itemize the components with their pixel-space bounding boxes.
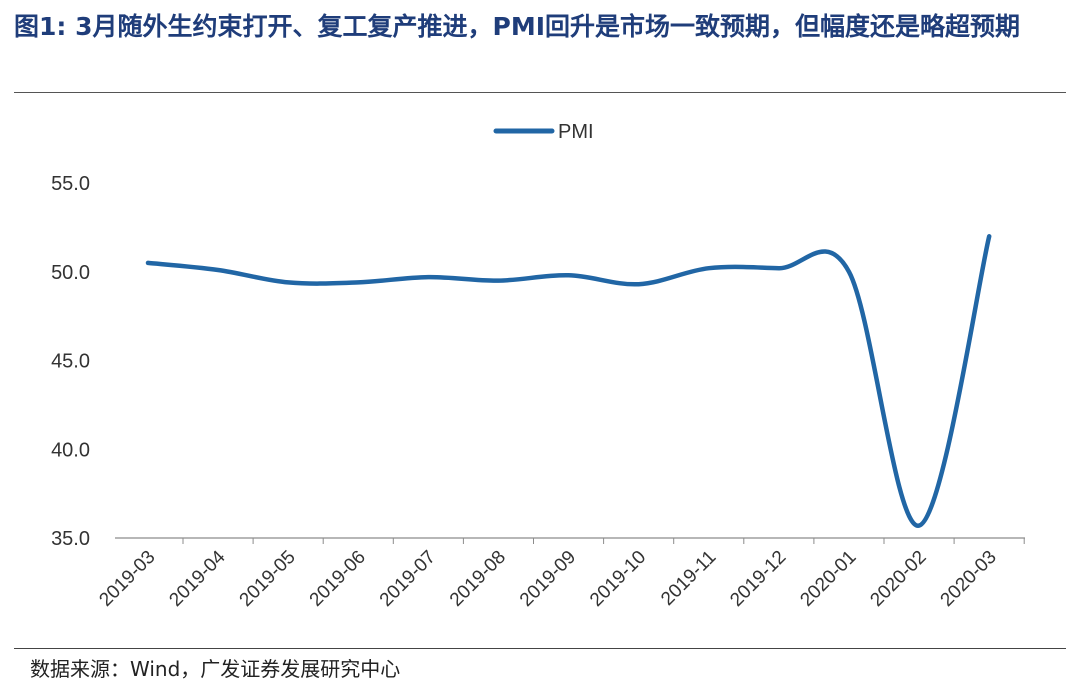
x-tick-label: 2019-09 — [516, 547, 580, 611]
x-tick-label: 2019-10 — [586, 547, 650, 611]
x-tick-label: 2020-03 — [937, 547, 1001, 611]
pmi-data-point — [426, 275, 431, 280]
x-tick-label: 2019-12 — [726, 547, 790, 611]
legend-label-pmi: PMI — [558, 121, 594, 143]
pmi-data-point — [496, 278, 501, 283]
x-tick-label: 2019-06 — [306, 547, 370, 611]
x-tick-label: 2019-07 — [376, 547, 440, 611]
source-divider — [14, 648, 1066, 649]
y-axis: 55.0 50.0 45.0 40.0 35.0 — [51, 173, 90, 550]
y-tick-label: 40.0 — [51, 439, 90, 461]
pmi-data-point — [356, 280, 361, 285]
pmi-series-line — [145, 234, 992, 528]
pmi-data-point — [777, 266, 782, 271]
x-tick-label: 2019-03 — [95, 547, 159, 611]
x-tick-label: 2019-04 — [165, 546, 229, 610]
plot-area — [145, 234, 992, 528]
figure-title: 图1: 3月随外生约束打开、复工复产推进，PMI回升是市场一致预期，但幅度还是略… — [14, 12, 1020, 41]
pmi-data-point — [566, 273, 571, 278]
pmi-data-point — [146, 261, 151, 266]
pmi-line-chart: PMI 55.050.045.040.035.0 2019-03 2019-04 2… — [51, 121, 1025, 611]
source-note: 数据来源：Wind，广发证券发展研究中心 — [30, 657, 401, 681]
y-tick-label: 35.0 — [51, 528, 90, 550]
x-axis: 2019-03 2019-04 2019-05 2019-06 2019-07 2019-… — [95, 537, 1025, 611]
pmi-data-point — [216, 268, 221, 273]
pmi-data-point — [987, 234, 992, 239]
title-divider — [14, 92, 1066, 93]
pmi-data-point — [286, 280, 291, 285]
pmi-data-point — [636, 282, 641, 287]
chart-legend: PMI — [493, 121, 594, 143]
y-tick-label: 50.0 — [51, 262, 90, 284]
pmi-data-point — [847, 270, 852, 275]
y-tick-label: 45.0 — [51, 351, 90, 373]
y-tick-label: 55.0 — [51, 173, 90, 195]
x-tick-label: 2019-11 — [657, 547, 720, 610]
x-tick-label: 2019-05 — [236, 547, 300, 611]
x-tick-label: 2020-01 — [796, 547, 860, 611]
x-tick-label: 2020-02 — [866, 547, 930, 611]
pmi-data-point — [707, 266, 712, 271]
x-tick-label: 2019-08 — [446, 547, 510, 611]
pmi-data-point — [917, 523, 922, 528]
